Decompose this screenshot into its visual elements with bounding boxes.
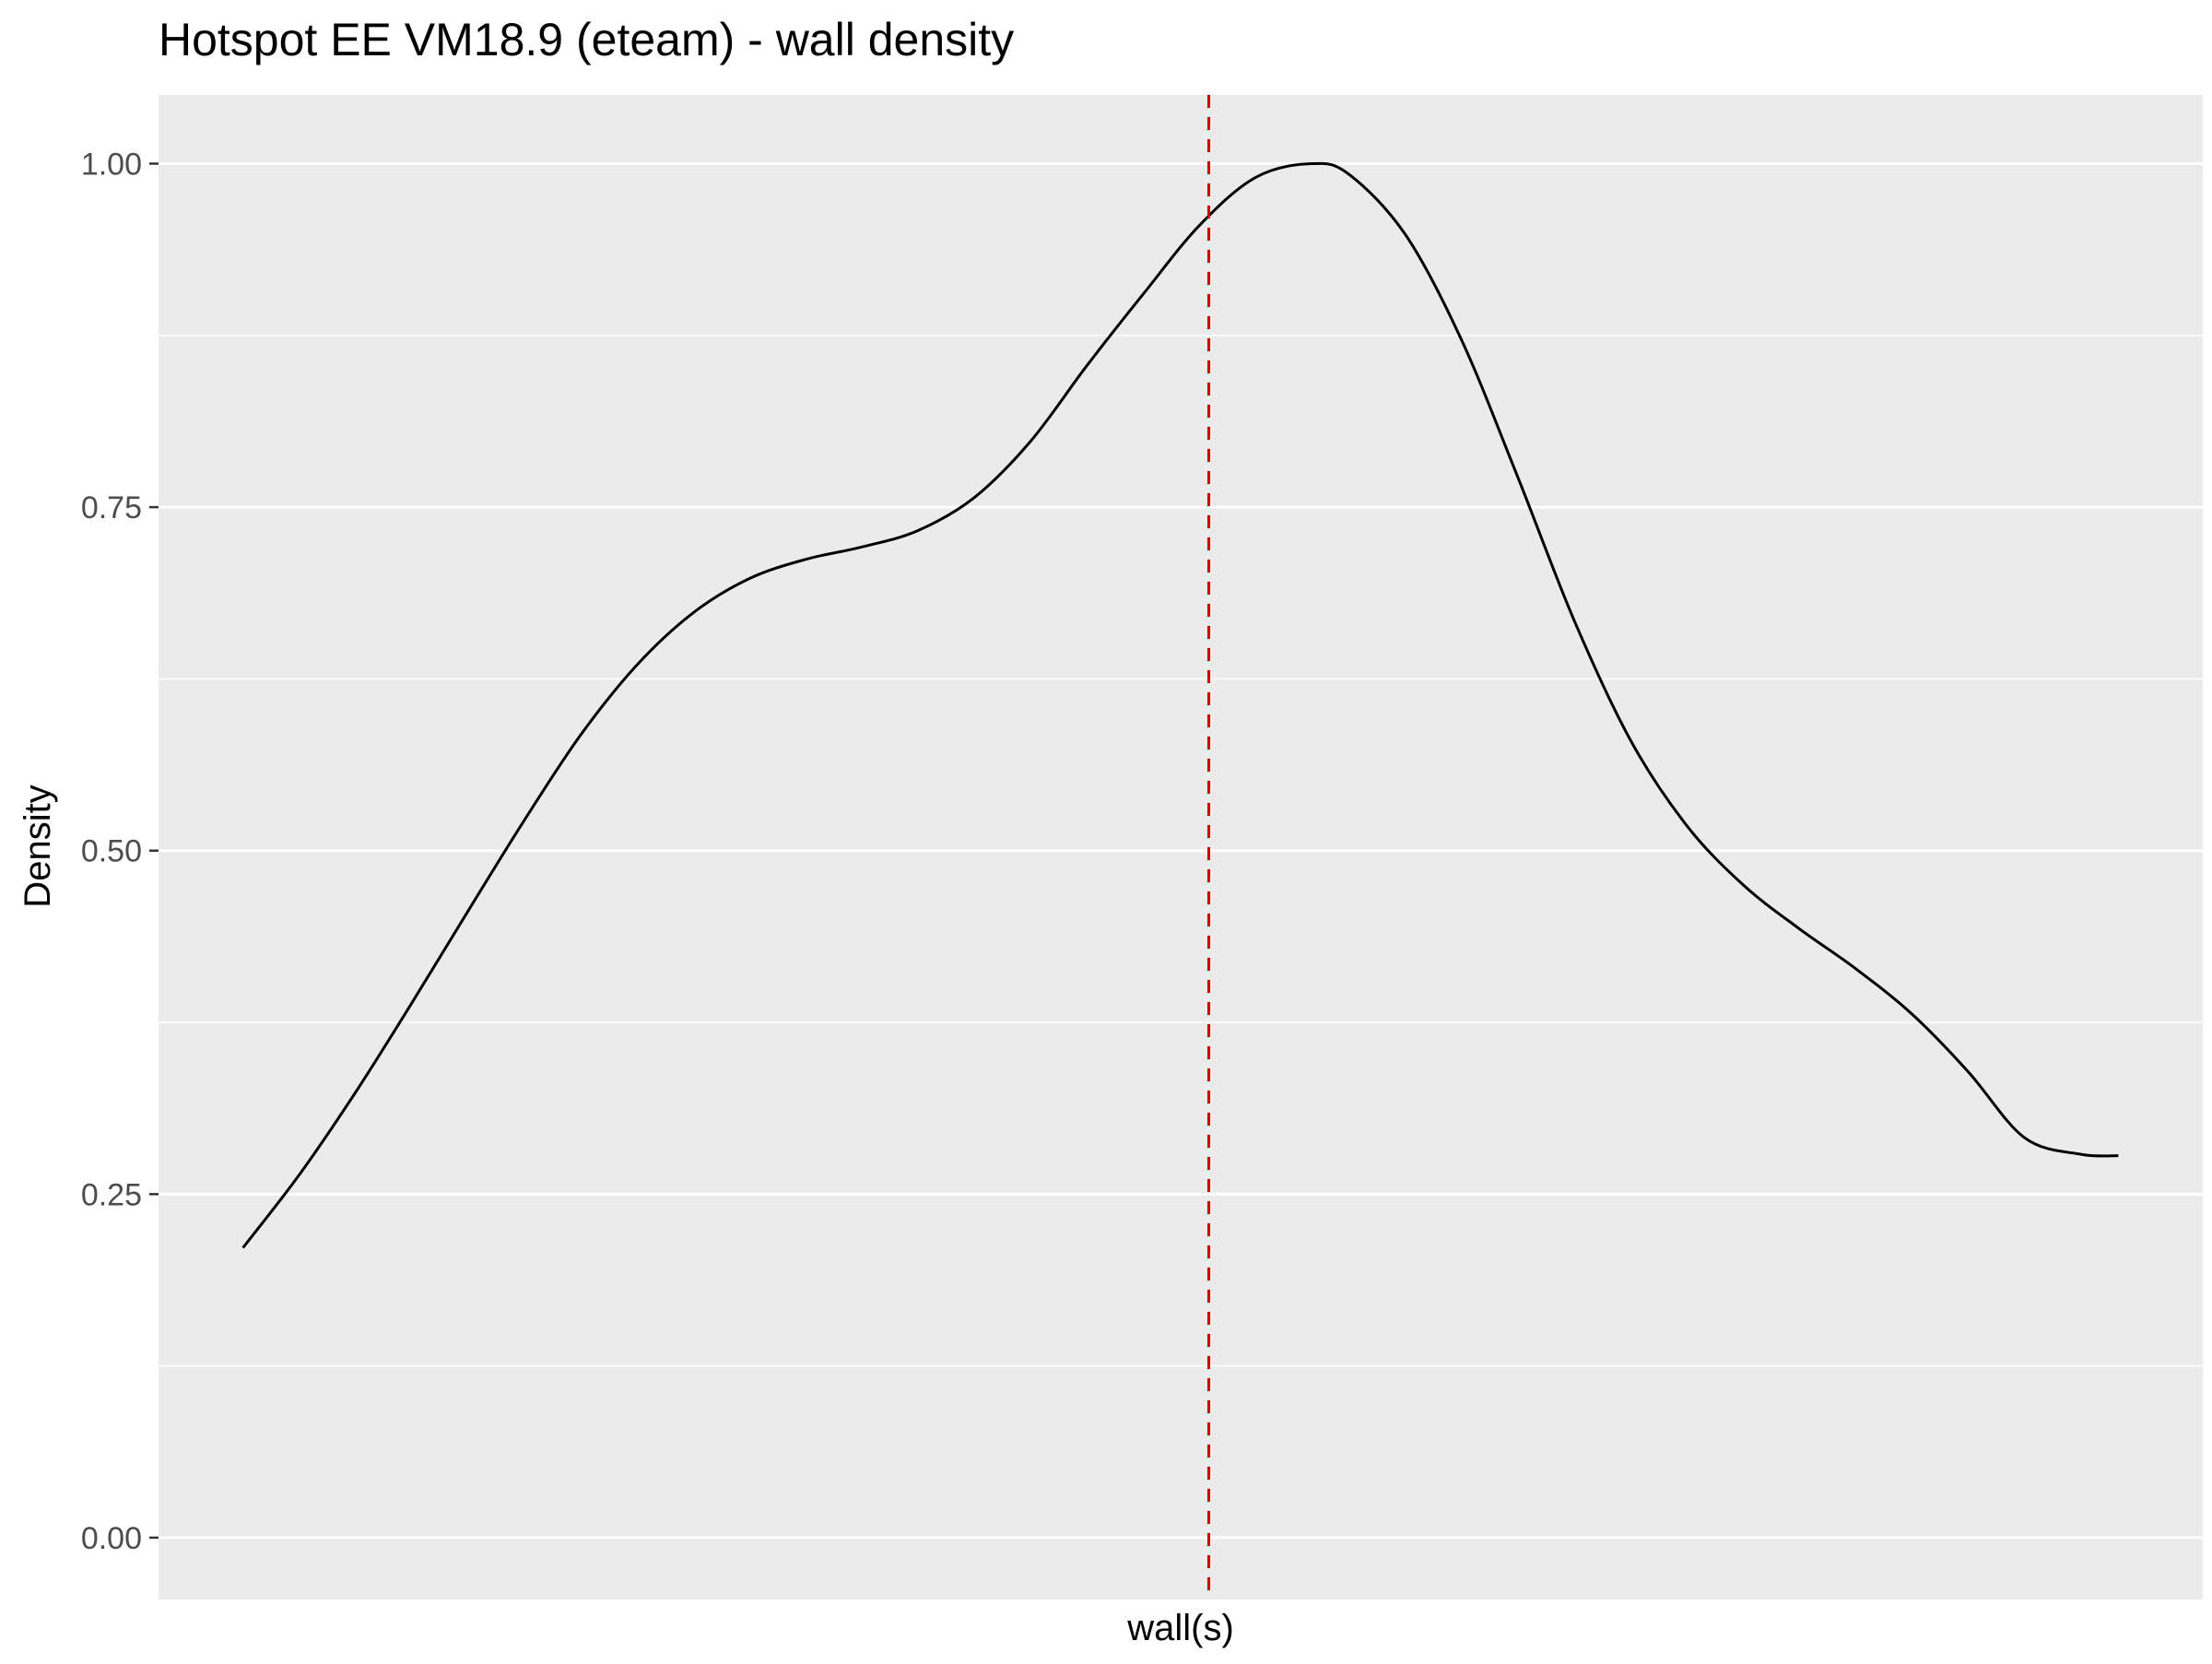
y-tick-label: 0.75 [81,490,142,525]
y-axis-title: Density [18,785,58,907]
chart-title: Hotspot EE VM18.9 (eteam) - wall density [159,14,1014,65]
density-curve [241,161,2119,1249]
grid-major [159,162,2203,1540]
y-tick-label: 0.50 [81,834,142,869]
y-axis-tick-labels: 0.00 0.25 0.50 0.75 1.00 [81,148,142,1556]
plot-panel [159,95,2203,1599]
y-tick-label: 0.25 [81,1177,142,1212]
y-tick-label: 0.00 [81,1521,142,1556]
grid-minor [159,335,2203,1367]
x-axis-title: wall(s) [1126,1608,1234,1648]
y-axis-ticks [149,162,159,1540]
y-tick-label: 1.00 [81,148,142,183]
